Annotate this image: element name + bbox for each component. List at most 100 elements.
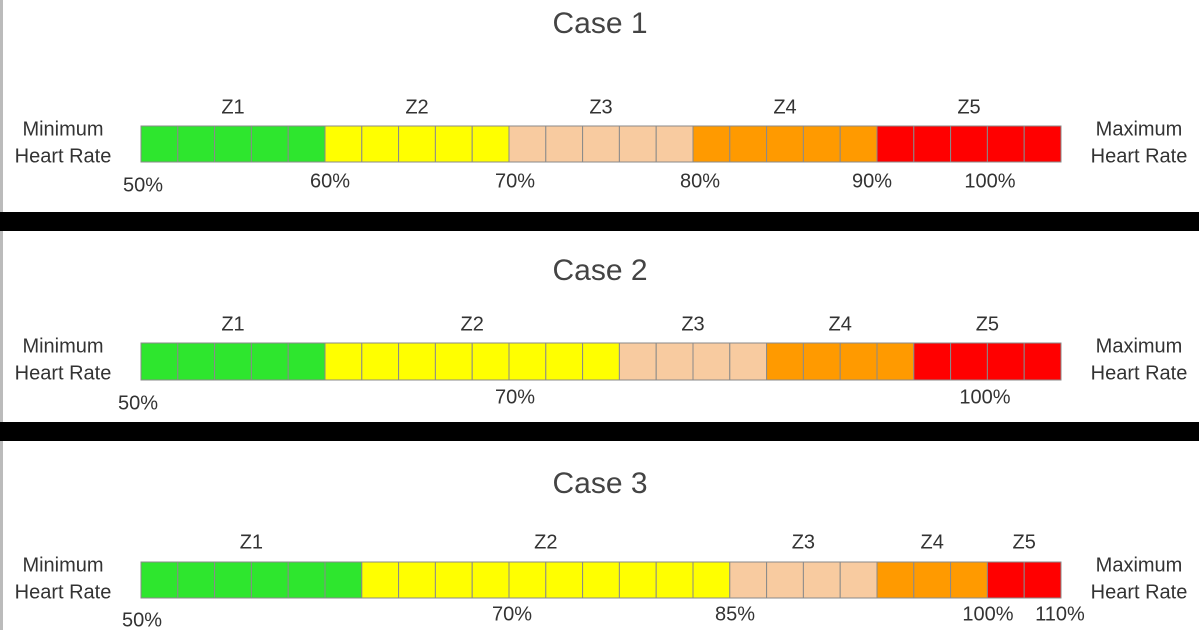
case-title: Case 2 bbox=[552, 254, 647, 287]
zone-label: Z5 bbox=[957, 96, 980, 118]
zone-label: Z3 bbox=[681, 313, 704, 335]
zone-cell bbox=[471, 125, 510, 163]
zone-cell bbox=[986, 125, 1025, 163]
zone-cell bbox=[545, 561, 584, 599]
zone-cell bbox=[214, 561, 252, 599]
zone-cell bbox=[140, 561, 179, 599]
case-title: Case 3 bbox=[552, 467, 647, 500]
zone-label: Z1 bbox=[221, 313, 244, 335]
zone-cell bbox=[1023, 561, 1062, 599]
zone-cell bbox=[361, 342, 400, 381]
zone-cell bbox=[692, 342, 731, 381]
zone-label: Z2 bbox=[405, 96, 428, 118]
zone-cell bbox=[250, 125, 289, 163]
percent-label: 50% bbox=[122, 609, 162, 630]
percent-label: 85% bbox=[715, 603, 755, 625]
zone-cell bbox=[140, 125, 179, 163]
percent-label: 80% bbox=[680, 170, 720, 192]
zone-cell bbox=[802, 342, 841, 381]
zone-label: Z2 bbox=[534, 531, 557, 553]
zone-cell bbox=[250, 561, 289, 599]
percent-label: 60% bbox=[310, 170, 350, 192]
zone-cell bbox=[766, 125, 804, 163]
zone-cell bbox=[839, 342, 878, 381]
zone-cell bbox=[214, 342, 252, 381]
zone-cell bbox=[655, 342, 694, 381]
zone-cell bbox=[986, 561, 1025, 599]
zone-label: Z4 bbox=[921, 531, 944, 553]
zone-cell bbox=[913, 342, 952, 381]
percent-label: 70% bbox=[495, 170, 535, 192]
zone-cell bbox=[729, 125, 768, 163]
zone-cell bbox=[398, 125, 436, 163]
max-label: Heart Rate bbox=[1091, 145, 1188, 167]
zone-label: Z4 bbox=[773, 96, 796, 118]
zone-cell bbox=[177, 342, 216, 381]
zone-cell bbox=[766, 342, 804, 381]
min-label: Minimum bbox=[22, 335, 103, 357]
zone-cell bbox=[508, 125, 547, 163]
zone-cell bbox=[434, 125, 473, 163]
zone-cell bbox=[692, 125, 731, 163]
zone-cell bbox=[950, 342, 988, 381]
zone-cell bbox=[434, 561, 473, 599]
zone-cell bbox=[950, 561, 988, 599]
zone-cell bbox=[876, 125, 915, 163]
zone-cell bbox=[950, 125, 988, 163]
max-label: Heart Rate bbox=[1091, 581, 1188, 603]
zone-cell bbox=[545, 342, 584, 381]
zone-cell bbox=[876, 342, 915, 381]
zone-cell bbox=[802, 561, 841, 599]
max-label: Maximum bbox=[1096, 335, 1183, 357]
zone-cell bbox=[1023, 342, 1062, 381]
zone-cell bbox=[287, 561, 326, 599]
zone-cell bbox=[839, 125, 878, 163]
max-label: Maximum bbox=[1096, 118, 1183, 140]
percent-label: 100% bbox=[964, 170, 1015, 192]
max-label: Maximum bbox=[1096, 554, 1183, 576]
zone-cell bbox=[471, 342, 510, 381]
zone-label: Z3 bbox=[589, 96, 612, 118]
zone-label: Z2 bbox=[461, 313, 484, 335]
zone-cell bbox=[545, 125, 584, 163]
min-label: Heart Rate bbox=[15, 145, 112, 167]
percent-label: 100% bbox=[962, 603, 1013, 625]
zone-cell bbox=[729, 342, 768, 381]
zone-cell bbox=[913, 561, 952, 599]
zone-cell bbox=[250, 342, 289, 381]
max-label: Heart Rate bbox=[1091, 362, 1188, 384]
percent-label: 50% bbox=[118, 392, 158, 414]
zone-cell bbox=[324, 561, 363, 599]
zone-cell bbox=[140, 342, 179, 381]
percent-label: 100% bbox=[959, 386, 1010, 408]
zone-cell bbox=[655, 125, 694, 163]
zone-cell bbox=[839, 561, 878, 599]
min-label: Minimum bbox=[22, 118, 103, 140]
zone-cell bbox=[398, 561, 436, 599]
percent-label: 70% bbox=[492, 603, 532, 625]
zone-cell bbox=[508, 561, 547, 599]
zone-cell bbox=[214, 125, 252, 163]
zone-cell bbox=[766, 561, 804, 599]
zone-cell bbox=[361, 125, 400, 163]
zone-cell bbox=[287, 342, 326, 381]
zone-cell bbox=[398, 342, 436, 381]
zone-label: Z4 bbox=[829, 313, 852, 335]
case-title: Case 1 bbox=[552, 7, 647, 40]
zone-cell bbox=[582, 342, 620, 381]
percent-label: 70% bbox=[495, 386, 535, 408]
zone-cell bbox=[618, 561, 657, 599]
separator bbox=[0, 422, 1199, 441]
zone-label: Z5 bbox=[976, 313, 999, 335]
zone-cell bbox=[324, 342, 363, 381]
zone-cell bbox=[434, 342, 473, 381]
percent-label: 110% bbox=[1035, 603, 1085, 625]
zone-cell bbox=[729, 561, 768, 599]
zone-cell bbox=[655, 561, 694, 599]
zone-cell bbox=[508, 342, 547, 381]
zone-cell bbox=[324, 125, 363, 163]
zone-cell bbox=[177, 561, 216, 599]
zone-label: Z1 bbox=[221, 96, 244, 118]
